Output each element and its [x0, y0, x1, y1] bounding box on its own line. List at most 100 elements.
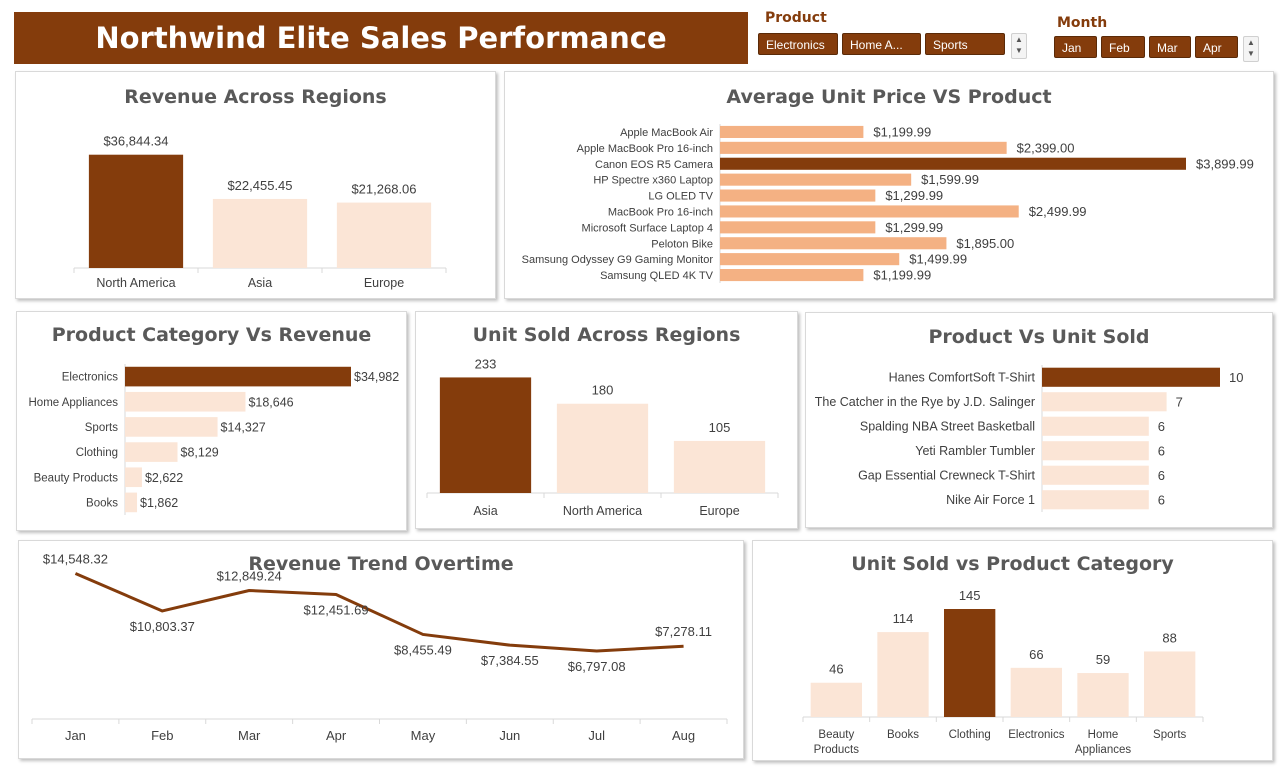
data-label: $6,797.08: [568, 659, 626, 674]
data-label: $1,299.99: [885, 188, 943, 203]
bar: [720, 221, 876, 234]
bar: [1042, 465, 1149, 485]
data-label: $7,278.11: [655, 624, 712, 639]
data-label: 114: [893, 611, 914, 626]
category-label: Clothing: [949, 729, 991, 741]
bar: [1042, 441, 1149, 461]
category-units-card: Unit Sold vs Product Category 46 Beauty Pr…: [752, 540, 1273, 761]
chevron-down-icon[interactable]: ▼: [1015, 46, 1023, 55]
data-label: 6: [1158, 492, 1165, 507]
category-label: Microsoft Surface Laptop 4: [582, 222, 713, 234]
data-label: 6: [1158, 419, 1165, 434]
data-label: $14,548.32: [43, 552, 108, 567]
category-label: Samsung QLED 4K TV: [600, 270, 714, 282]
product-slicer-item[interactable]: Sports: [925, 33, 1005, 55]
category-label: Sports: [85, 422, 118, 434]
data-label: $10,803.37: [130, 619, 195, 634]
bar: [125, 467, 142, 488]
category-revenue-chart: $34,982 Electronics $18,646 Home Appliances…: [29, 364, 399, 515]
category-label: Spalding NBA Street Basketball: [860, 419, 1035, 433]
bar: [1042, 392, 1167, 412]
chevron-up-icon[interactable]: ▲: [1015, 35, 1023, 44]
category-label: Beauty Products: [34, 472, 119, 484]
category-label: Sports: [1153, 729, 1186, 741]
dashboard-banner: Northwind Elite Sales Performance: [14, 12, 748, 64]
revenue-regions-chart: $36,844.34 North America $22,455.45 Asia $21…: [73, 134, 447, 290]
bar: [720, 205, 1019, 218]
month-slicer-item[interactable]: Mar: [1149, 36, 1191, 58]
bar: [720, 237, 947, 250]
bar: [720, 253, 900, 266]
data-label: $34,982: [354, 370, 399, 384]
bar: [720, 125, 864, 138]
bar: [944, 609, 996, 717]
category-label: Apr: [326, 728, 347, 743]
category-label: Canon EOS R5 Camera: [595, 159, 714, 171]
data-label: 145: [959, 588, 981, 603]
bar: [1077, 673, 1129, 717]
data-label: $3,899.99: [1196, 156, 1254, 171]
data-label: $1,895.00: [956, 236, 1014, 251]
bar: [877, 632, 929, 717]
category-label: Home Appliances: [29, 397, 119, 409]
bar: [125, 366, 351, 387]
bar: [1010, 667, 1062, 717]
product-slicer-item[interactable]: Electronics: [758, 33, 838, 55]
product-slicer-scroll[interactable]: ▲ ▼: [1011, 33, 1027, 59]
chart-title: Product Category Vs Revenue: [51, 324, 372, 346]
data-label: 88: [1162, 630, 1176, 645]
category-label: Home: [1088, 729, 1119, 741]
category-label: Yeti Rambler Tumbler: [915, 444, 1035, 458]
category-label: Jul: [588, 728, 605, 743]
bar: [125, 492, 138, 513]
category-label: Appliances: [1075, 744, 1132, 756]
data-label: $2,399.00: [1017, 140, 1075, 155]
data-label: 180: [592, 383, 614, 398]
month-slicer-item[interactable]: Apr: [1195, 36, 1238, 58]
data-label: 46: [829, 662, 843, 677]
category-label: The Catcher in the Rye by J.D. Salinger: [815, 395, 1035, 409]
data-label: $2,499.99: [1029, 204, 1087, 219]
bar: [439, 377, 532, 493]
category-label: MacBook Pro 16-inch: [608, 206, 713, 218]
category-units-chart: 46 Beauty Products 114 Books 145 Clothing 66 Ele…: [802, 588, 1204, 756]
category-label: Europe: [364, 276, 404, 290]
chart-title: Unit Sold vs Product Category: [851, 553, 1174, 575]
dashboard-title: Northwind Elite Sales Performance: [95, 21, 667, 55]
data-label: $2,622: [145, 471, 183, 485]
bar: [1144, 651, 1196, 717]
month-slicer-item[interactable]: Feb: [1101, 36, 1145, 58]
category-label: Apple MacBook Pro 16-inch: [577, 143, 713, 155]
bar: [88, 154, 184, 268]
chevron-down-icon[interactable]: ▼: [1247, 49, 1255, 58]
category-label: Nike Air Force 1: [946, 493, 1035, 507]
category-label: Products: [814, 744, 860, 756]
avg-unit-price-chart: $1,199.99 Apple MacBook Air $2,399.00 Apple…: [522, 124, 1254, 283]
category-label: Europe: [699, 504, 739, 518]
chart-title: Product Vs Unit Sold: [928, 326, 1150, 348]
category-label: Mar: [238, 728, 261, 743]
month-slicer-item[interactable]: Jan: [1054, 36, 1097, 58]
bar: [556, 403, 649, 493]
data-label: $14,327: [221, 420, 266, 434]
data-label: $1,299.99: [885, 220, 943, 235]
chart-title: Revenue Across Regions: [124, 86, 387, 108]
bar: [720, 173, 912, 186]
product-slicer-item[interactable]: Home A...: [842, 33, 921, 55]
category-label: Books: [86, 497, 118, 509]
units-regions-chart: 233 Asia 180 North America 105 Europe: [426, 356, 779, 518]
month-slicer-title: Month: [1057, 15, 1108, 31]
data-label: $8,455.49: [394, 642, 452, 657]
chart-title: Revenue Trend Overtime: [248, 553, 514, 575]
category-label: Samsung Odyssey G9 Gaming Monitor: [522, 254, 714, 266]
data-label: $1,199.99: [873, 124, 931, 139]
data-label: $1,862: [140, 496, 178, 510]
bar: [720, 157, 1186, 170]
bar: [212, 198, 308, 268]
revenue-regions-card: Revenue Across Regions $36,844.34 North A…: [15, 71, 496, 299]
chevron-up-icon[interactable]: ▲: [1247, 38, 1255, 47]
month-slicer-scroll[interactable]: ▲ ▼: [1243, 36, 1259, 62]
category-label: Beauty: [818, 729, 854, 741]
chart-title: Average Unit Price VS Product: [726, 86, 1052, 108]
category-label: Jan: [65, 728, 86, 743]
